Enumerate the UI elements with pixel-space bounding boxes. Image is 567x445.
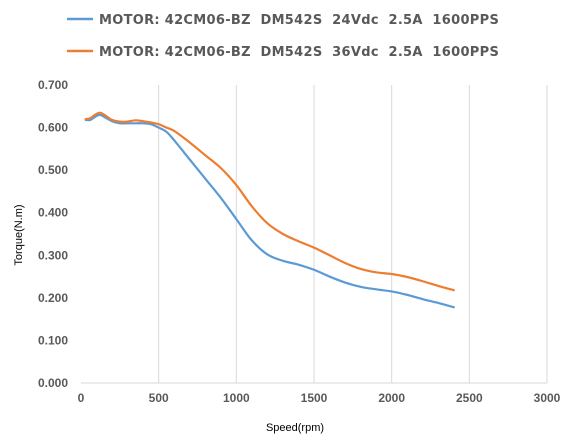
legend-label-1: MOTOR: 42CM06-BZ DM542S 24Vdc 2.5A 1600P… — [99, 13, 499, 28]
legend-label-2: MOTOR: 42CM06-BZ DM542S 36Vdc 2.5A 1600P… — [99, 45, 499, 60]
grid — [81, 85, 548, 384]
x-axis-label: Speed(rpm) — [266, 422, 324, 434]
y-tick-label: 0.100 — [38, 333, 68, 347]
x-tick-label: 2500 — [456, 391, 483, 405]
x-tick-label: 2000 — [378, 391, 405, 405]
y-axis-label: Torque(N.m) — [13, 204, 25, 265]
x-tick-label: 500 — [149, 391, 169, 405]
y-tick-label: 0.300 — [38, 248, 68, 262]
series-line-2 — [84, 111, 455, 292]
series-group — [84, 111, 455, 309]
y-tick-label: 0.200 — [38, 291, 68, 305]
x-tick-label: 1500 — [301, 391, 328, 405]
series-line-1 — [84, 113, 455, 309]
legend: MOTOR: 42CM06-BZ DM542S 24Vdc 2.5A 1600P… — [67, 13, 499, 60]
y-tick-label: 0.500 — [38, 163, 68, 177]
y-tick-label: 0.600 — [38, 121, 68, 135]
y-tick-label: 0.700 — [38, 78, 68, 92]
y-tick-label: 0.400 — [38, 206, 68, 220]
x-tick-label: 0 — [78, 391, 85, 405]
y-tick-label: 0.000 — [38, 376, 68, 390]
x-tick-label: 3000 — [534, 391, 561, 405]
x-tick-label: 1000 — [223, 391, 250, 405]
tick-labels: 0 500 1000 1500 2000 2500 3000 0.000 0.100 0.200 0… — [38, 78, 561, 405]
